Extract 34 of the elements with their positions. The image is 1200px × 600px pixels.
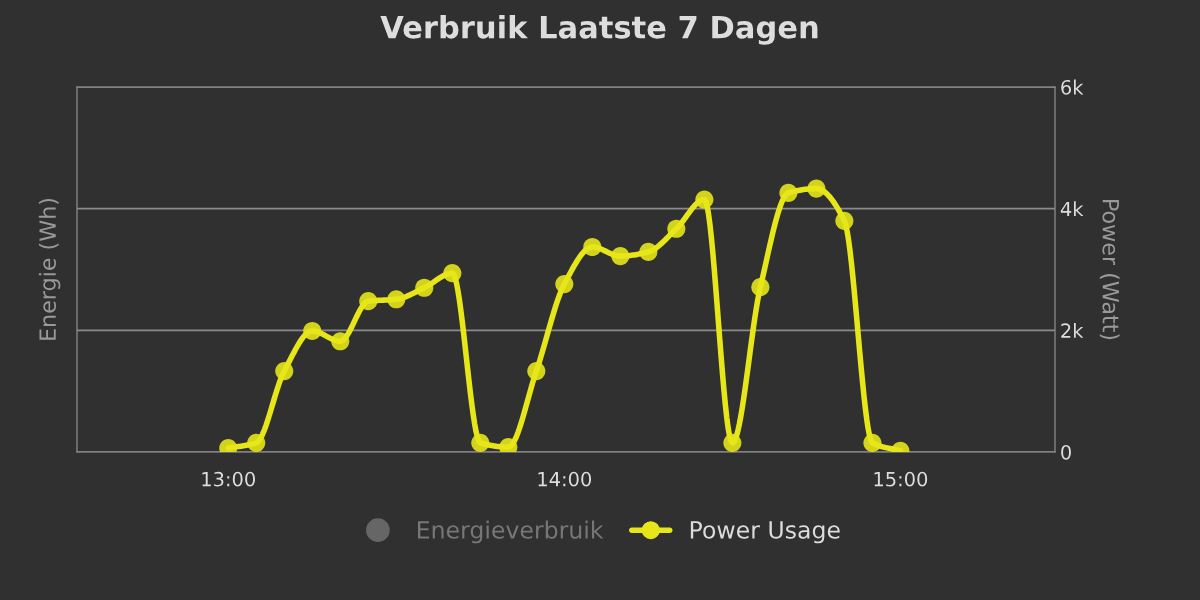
y-axis-title: Energie (Wh): [38, 198, 61, 340]
point: [387, 290, 406, 309]
point: [583, 237, 602, 257]
point: [415, 278, 434, 297]
chart-title: Verbruik Laatste 7 Dagen: [380, 15, 818, 45]
point: [303, 321, 322, 340]
y2-tick-label: 4k: [1060, 201, 1084, 217]
y2-tick-label: 6k: [1061, 79, 1084, 95]
point: [443, 264, 462, 283]
point: [555, 275, 574, 294]
point: [723, 433, 742, 452]
point: [247, 433, 266, 452]
point: [667, 219, 686, 238]
y2-axis-title: Power (Watt): [1099, 200, 1120, 340]
point: [751, 278, 770, 297]
legend-label: Energieverbruik: [417, 520, 604, 544]
point: [835, 211, 854, 230]
point: [471, 433, 490, 452]
point: [695, 190, 714, 209]
point: [779, 183, 798, 202]
point: [359, 292, 378, 311]
point: [527, 362, 546, 381]
y2-tick-label: 2k: [1061, 322, 1084, 338]
x-tick-label: 14:00: [538, 471, 592, 487]
point: [331, 332, 350, 351]
point: [807, 179, 826, 198]
point: [863, 433, 882, 452]
point: [611, 247, 630, 266]
point: [639, 242, 658, 261]
point: [275, 362, 294, 381]
legend-label: Power Usage: [690, 521, 840, 544]
x-tick-label: 15:00: [874, 471, 928, 487]
y2-tick-label: 0: [1061, 444, 1071, 460]
x-tick-label: 13:00: [202, 471, 255, 487]
